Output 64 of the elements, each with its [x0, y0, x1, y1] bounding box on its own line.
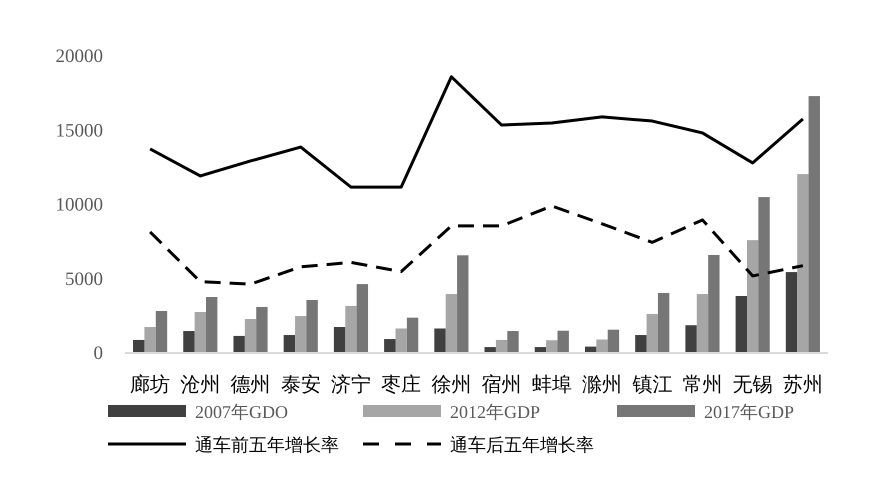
- bar: [546, 340, 558, 353]
- bar: [496, 340, 508, 353]
- bar: [256, 306, 268, 353]
- bar: [635, 335, 647, 353]
- x-tick-label: 宿州: [482, 372, 522, 396]
- bar: [156, 310, 168, 353]
- bar: [758, 197, 770, 353]
- bar: [434, 328, 446, 353]
- bar: [446, 294, 458, 353]
- bar: [797, 174, 809, 353]
- bar: [608, 330, 620, 353]
- legend-label: 2007年GDO: [195, 402, 288, 422]
- bar: [144, 327, 156, 353]
- legend-label: 2012年GDP: [450, 402, 540, 422]
- bar: [696, 294, 708, 353]
- x-tick-label: 济宁: [330, 372, 371, 396]
- bar: [133, 340, 144, 353]
- bar: [284, 335, 296, 353]
- y-tick-label: 20000: [56, 46, 103, 67]
- bar: [658, 293, 670, 353]
- x-tick-label: 枣庄: [381, 372, 422, 396]
- x-tick-label: 无锡: [732, 372, 773, 396]
- bar: [295, 316, 306, 353]
- y-tick-label: 5000: [65, 268, 103, 290]
- x-tick-label: 苏州: [782, 372, 823, 396]
- bar: [306, 300, 318, 353]
- bar: [457, 255, 468, 353]
- bar: [356, 284, 368, 353]
- bar: [345, 306, 357, 353]
- bar: [334, 327, 346, 353]
- legend-label: 2017年GDP: [704, 402, 794, 422]
- x-tick-label: 镇江: [631, 372, 672, 396]
- x-tick-label: 蚌埠: [532, 372, 572, 396]
- line-series: [148, 204, 804, 286]
- bar: [406, 318, 418, 353]
- x-tick-label: 徐州: [431, 372, 472, 396]
- x-tick-label: 常州: [682, 372, 722, 396]
- bar: [646, 314, 658, 353]
- bar: [183, 331, 195, 353]
- bar: [786, 272, 798, 353]
- bar: [395, 328, 407, 353]
- bar: [206, 297, 218, 353]
- legend-label: 通车前五年增长率: [195, 435, 339, 455]
- line-series: [148, 75, 804, 189]
- x-tick-label: 泰安: [280, 372, 321, 396]
- bar: [384, 339, 396, 353]
- bar: [708, 254, 720, 353]
- x-tick-label: 德州: [230, 372, 271, 396]
- bar: [736, 296, 747, 353]
- y-tick-label: 15000: [56, 120, 103, 142]
- x-tick-label: 滁州: [582, 372, 622, 396]
- x-tick-label: 廊坊: [130, 372, 170, 396]
- bar: [685, 325, 697, 353]
- bar: [244, 318, 256, 353]
- y-tick-label: 10000: [56, 194, 103, 216]
- bar: [746, 240, 758, 353]
- bar: [233, 336, 245, 353]
- bar: [194, 312, 206, 353]
- bar: [808, 96, 820, 353]
- y-tick-label: 0: [94, 343, 103, 364]
- bar: [558, 330, 569, 353]
- x-tick-label: 沧州: [180, 372, 220, 396]
- legend-label: 通车后五年增长率: [450, 435, 594, 455]
- bar: [507, 331, 519, 353]
